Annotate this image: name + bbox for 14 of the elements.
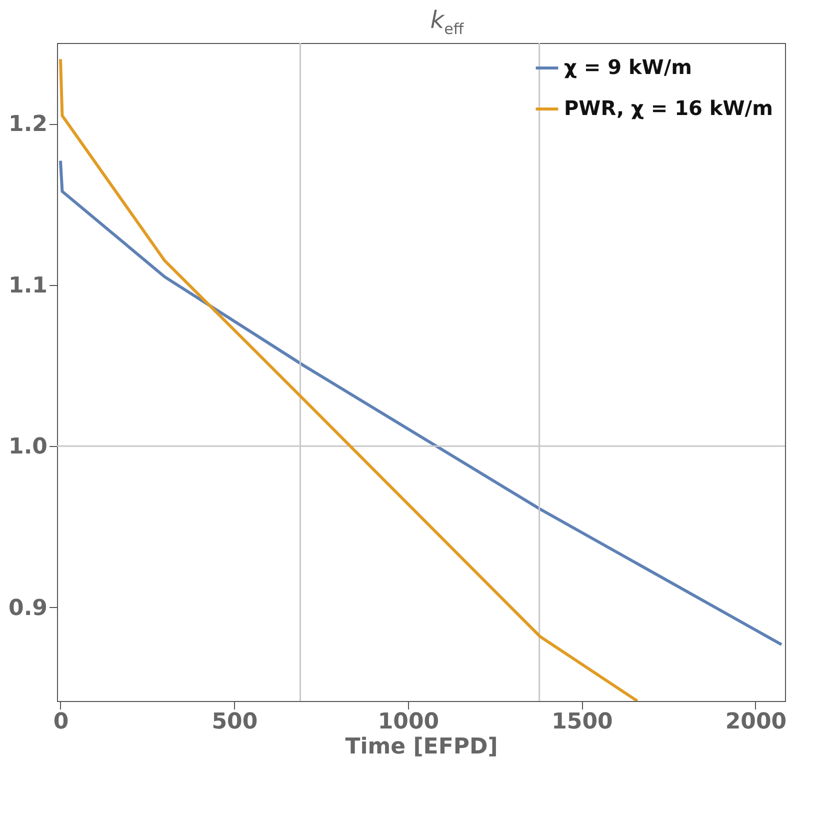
line-series — [58, 159, 784, 646]
y-tick-label: 1.1 — [8, 273, 48, 298]
x-axis-title: Time [EFPD] — [345, 734, 498, 760]
x-tick-label: 1000 — [378, 710, 440, 734]
y-tick-label: 1.0 — [8, 434, 48, 460]
x-tick-label: 0 — [53, 710, 69, 734]
y-tick-label: 0.9 — [8, 596, 48, 621]
chart-title: k$_{eff}$ — [429, 5, 465, 40]
x-tick-label: 2000 — [725, 710, 787, 734]
legend-label: PWR, χ = 16 kW/m — [564, 96, 773, 120]
legend-label: χ = 9 kW/m — [564, 55, 692, 79]
x-tick-label: 1500 — [552, 710, 613, 734]
y-tick-label: 1.2 — [8, 112, 48, 138]
x-tick-label: 500 — [212, 710, 258, 734]
